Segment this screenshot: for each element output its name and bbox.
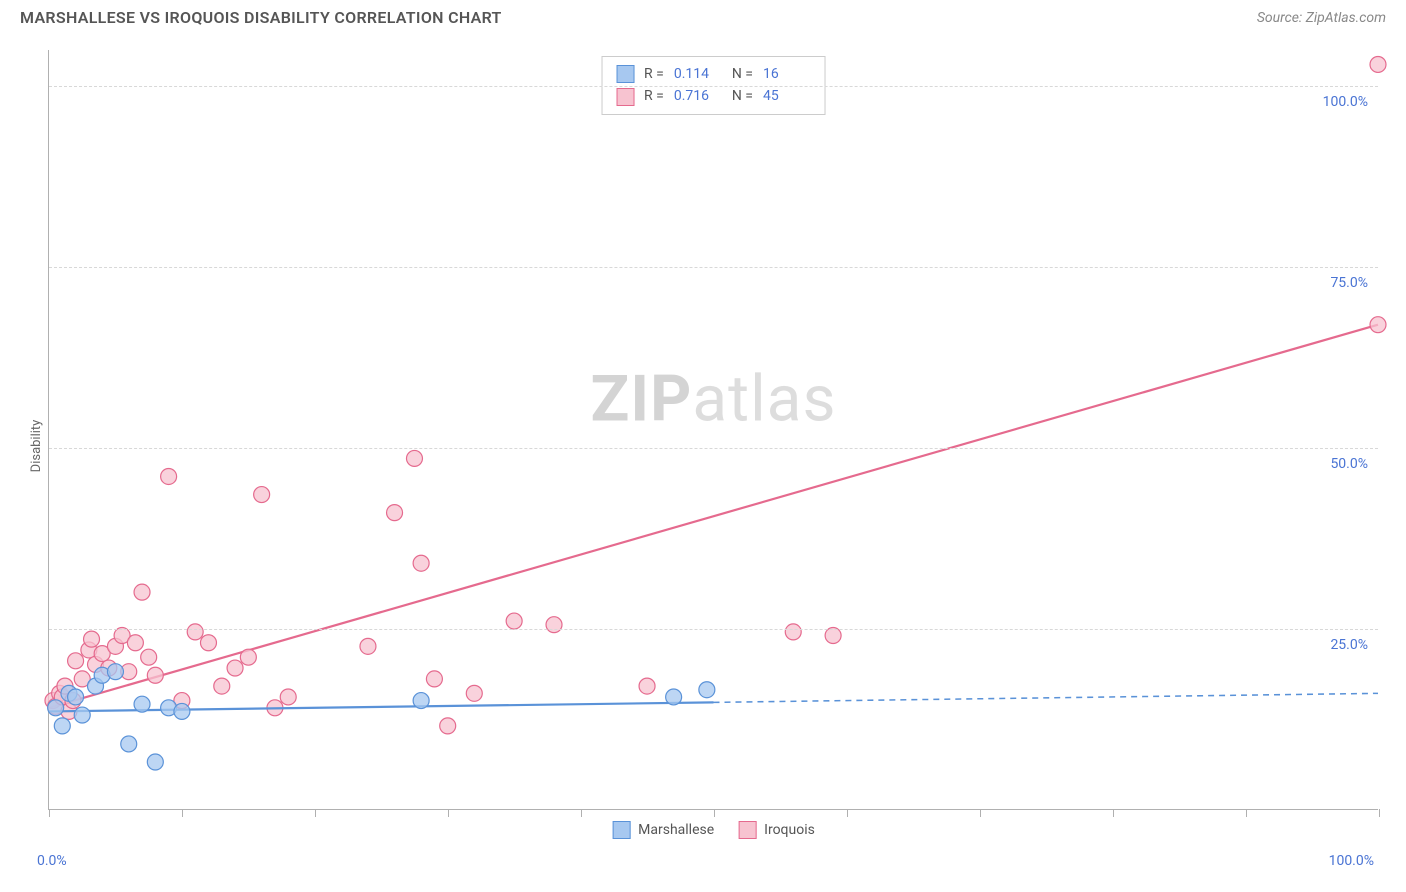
x-tick [1246,809,1247,817]
plot-svg [49,50,1378,809]
data-point-iroquois [546,617,562,633]
y-tick-label: 25.0% [1330,637,1368,653]
legend-swatch-marshallese [616,65,634,83]
legend-label-marshallese: Marshallese [638,822,714,838]
y-axis-label: Disability [29,420,44,473]
data-point-marshallese [147,754,163,770]
data-point-iroquois [161,468,177,484]
x-tick [1113,809,1114,817]
n-value-iroquois: 45 [763,85,811,107]
x-tick [581,809,582,817]
chart-header: MARSHALLESE VS IROQUOIS DISABILITY CORRE… [0,0,1406,31]
legend-swatch-iroquois [616,88,634,106]
data-point-iroquois [187,624,203,640]
data-point-marshallese [666,689,682,705]
data-point-marshallese [74,707,90,723]
y-tick-label: 75.0% [1330,275,1368,291]
n-value-marshallese: 16 [763,63,811,85]
legend-label-iroquois: Iroquois [764,822,815,838]
data-point-marshallese [121,736,137,752]
data-point-iroquois [68,653,84,669]
x-tick [448,809,449,817]
data-point-iroquois [200,635,216,651]
y-tick-label: 50.0% [1330,456,1368,472]
trend-line-dashed-marshallese [714,693,1379,702]
data-point-iroquois [127,635,143,651]
data-point-iroquois [1370,317,1386,333]
data-point-iroquois [639,678,655,694]
data-point-marshallese [413,693,429,709]
data-point-iroquois [1370,56,1386,72]
data-point-iroquois [214,678,230,694]
data-point-iroquois [84,631,100,647]
data-point-iroquois [240,649,256,665]
data-point-iroquois [387,505,403,521]
data-point-iroquois [227,660,243,676]
x-min-label: 0.0% [37,853,67,869]
data-point-iroquois [406,450,422,466]
legend-row-iroquois: R = 0.716 N = 45 [616,85,811,107]
legend-item-marshallese: Marshallese [612,821,714,839]
data-point-iroquois [413,555,429,571]
data-point-iroquois [134,584,150,600]
x-tick [714,809,715,817]
x-tick [49,809,50,817]
x-tick [980,809,981,817]
legend-swatch-iroquois [738,821,756,839]
legend-swatch-marshallese [612,821,630,839]
data-point-iroquois [280,689,296,705]
data-point-marshallese [134,696,150,712]
scatter-chart: ZIPatlas R = 0.114 N = 16 R = 0.716 N = … [48,50,1378,810]
data-point-iroquois [254,487,270,503]
data-point-iroquois [147,667,163,683]
data-point-iroquois [466,685,482,701]
data-point-marshallese [48,700,64,716]
legend-row-marshallese: R = 0.114 N = 16 [616,63,811,85]
x-tick [315,809,316,817]
r-label: R = [644,85,664,107]
data-point-marshallese [699,682,715,698]
series-legend: Marshallese Iroquois [612,821,815,839]
chart-title: MARSHALLESE VS IROQUOIS DISABILITY CORRE… [20,8,502,27]
r-label: R = [644,63,664,85]
data-point-marshallese [54,718,70,734]
legend-item-iroquois: Iroquois [738,821,815,839]
data-point-iroquois [785,624,801,640]
x-tick [1379,809,1380,817]
x-max-label: 100.0% [1329,853,1374,869]
r-value-marshallese: 0.114 [674,63,722,85]
r-value-iroquois: 0.716 [674,85,722,107]
x-tick [182,809,183,817]
data-point-marshallese [68,689,84,705]
x-tick [847,809,848,817]
source-attribution: Source: ZipAtlas.com [1257,10,1386,26]
data-point-iroquois [141,649,157,665]
n-label: N = [732,63,753,85]
data-point-marshallese [174,703,190,719]
data-point-iroquois [426,671,442,687]
data-point-iroquois [360,638,376,654]
n-label: N = [732,85,753,107]
gridline [49,267,1378,268]
data-point-iroquois [506,613,522,629]
gridline [49,629,1378,630]
gridline [49,86,1378,87]
y-tick-label: 100.0% [1323,94,1368,110]
data-point-iroquois [440,718,456,734]
gridline [49,448,1378,449]
data-point-marshallese [107,664,123,680]
